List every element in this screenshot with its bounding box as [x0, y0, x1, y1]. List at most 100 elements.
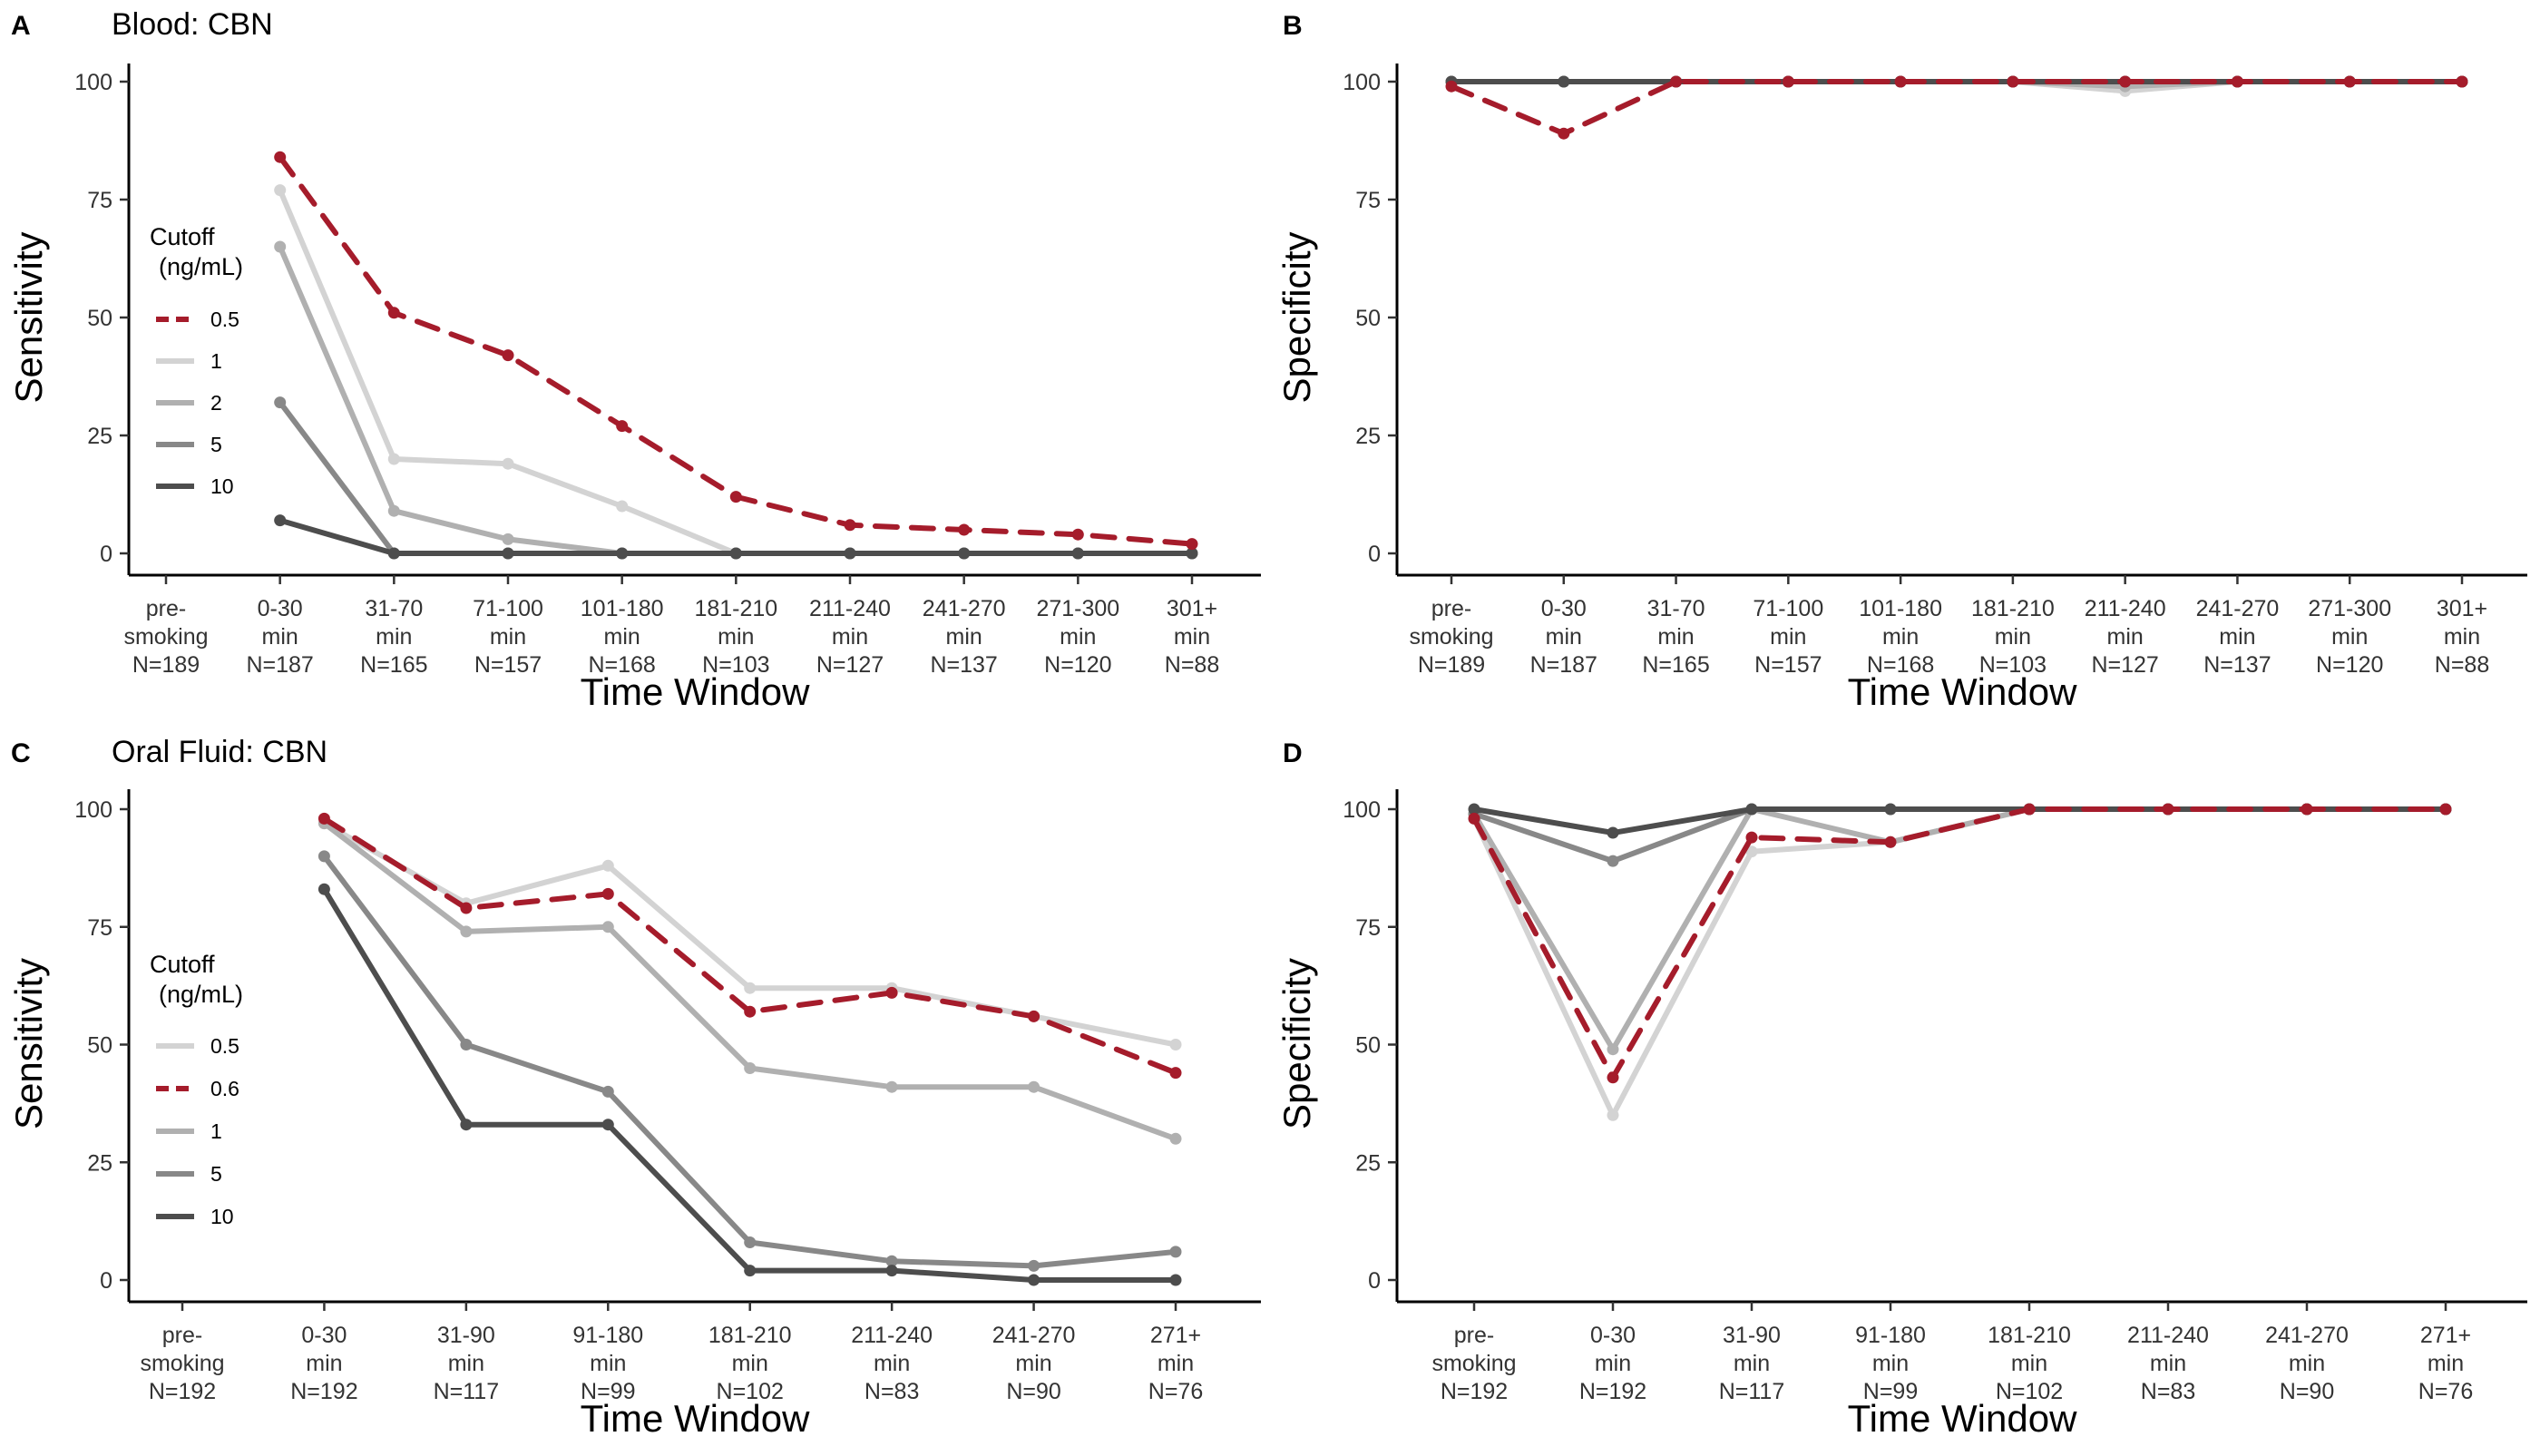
data-point	[274, 184, 287, 197]
y-tick-label: 25	[1355, 424, 1381, 449]
x-tick-label: N=83	[865, 1379, 919, 1404]
data-point	[460, 925, 473, 938]
y-tick-label: 100	[1343, 797, 1381, 823]
data-point	[387, 307, 400, 319]
data-point	[2119, 75, 2132, 88]
data-point	[1445, 80, 1458, 93]
x-tick-label: N=137	[930, 652, 997, 678]
y-tick-label: 0	[100, 1268, 112, 1294]
x-tick-label: min	[1546, 624, 1582, 650]
x-tick-label: smoking	[1431, 1351, 1516, 1376]
data-point	[1607, 1071, 1619, 1084]
panel-title: Blood: CBN	[112, 7, 273, 42]
panel-letter: D	[1283, 738, 1303, 768]
data-point	[844, 519, 856, 532]
data-point	[1071, 528, 1084, 541]
data-point	[1468, 803, 1480, 816]
x-tick-label: N=192	[290, 1379, 357, 1404]
y-tick-label: 75	[1355, 188, 1381, 213]
x-tick-label: min	[590, 1351, 626, 1376]
x-tick-label: min	[1595, 1351, 1631, 1376]
data-point	[885, 986, 898, 999]
panel-letter: B	[1283, 11, 1303, 41]
x-tick-label: N=90	[2280, 1379, 2334, 1404]
x-tick-label: 301+	[2437, 596, 2487, 621]
x-tick-label: N=88	[1165, 652, 1219, 678]
x-tick-label: N=189	[1418, 652, 1485, 678]
y-axis-title: Sensitivity	[7, 231, 50, 403]
panel-d: D 0 25 50 75 100 pre-smoking N=192 0-30 min N=192 3…	[1275, 738, 2527, 1440]
data-point	[844, 547, 856, 560]
data-point	[1071, 547, 1084, 560]
x-axis-title: Time Window	[1848, 670, 2077, 713]
x-tick-label: min	[2107, 624, 2144, 650]
x-tick-label: 271+	[2420, 1323, 2471, 1348]
data-point	[729, 491, 742, 503]
x-tick-label: 101-180	[1859, 596, 1942, 621]
data-point	[885, 1080, 898, 1093]
data-point	[2162, 803, 2174, 816]
x-tick-label: min	[946, 624, 982, 650]
x-tick-label: N=127	[2091, 652, 2158, 678]
legend: Cutoff (ng/mL) 0.5 0.6 1 5 10	[150, 951, 243, 1228]
data-point	[1745, 845, 1758, 858]
x-tick-label: 241-270	[2265, 1323, 2349, 1348]
x-tick-label: 271-300	[1036, 596, 1119, 621]
x-tick-label: N=120	[2316, 652, 2383, 678]
data-point	[616, 547, 629, 560]
y-tick-label: 50	[1355, 1033, 1381, 1059]
x-tick-label: 181-210	[1971, 596, 2055, 621]
legend: Cutoff (ng/mL) 0.5 1 2 5 10	[150, 223, 243, 498]
x-tick-label: N=192	[149, 1379, 216, 1404]
data-point	[1607, 826, 1619, 839]
x-tick-label: 0-30	[1590, 1323, 1636, 1348]
y-axis-title: Sensitivity	[7, 958, 50, 1129]
series-1	[1468, 803, 2452, 1056]
data-point	[744, 1062, 757, 1074]
data-point	[1558, 127, 1570, 140]
x-tick-label: N=102	[717, 1379, 784, 1404]
legend-label: 10	[210, 474, 234, 498]
series-0_6	[318, 812, 1182, 1080]
x-tick-label: 211-240	[809, 596, 891, 621]
x-tick-label: min	[1882, 624, 1919, 650]
data-point	[502, 533, 514, 545]
data-point	[1884, 803, 1897, 816]
x-tick-label: min	[2011, 1351, 2047, 1376]
x-tick-label: N=102	[1996, 1379, 2063, 1404]
data-point	[1028, 1259, 1040, 1272]
x-axis-title: Time Window	[1848, 1397, 2077, 1440]
y-axis-title: Specificity	[1275, 231, 1318, 403]
x-tick-label: min	[2428, 1351, 2464, 1376]
panel-c: C Oral Fluid: CBN 0 25 50 75 100 pre-smoking N=1…	[7, 735, 1261, 1440]
x-tick-label: min	[262, 624, 298, 650]
data-point	[1607, 1043, 1619, 1056]
y-tick-label: 50	[87, 306, 112, 331]
x-axis-title: Time Window	[581, 1397, 810, 1440]
x-tick-label: 31-90	[1723, 1323, 1781, 1348]
data-point	[744, 1265, 757, 1277]
x-tick-label: N=157	[1754, 652, 1822, 678]
y-tick-label: 0	[100, 542, 112, 567]
data-point	[601, 887, 614, 900]
x-tick-label: min	[2289, 1351, 2325, 1376]
x-tick-label: min	[376, 624, 412, 650]
x-tick-label: N=90	[1006, 1379, 1060, 1404]
x-tick-label: 101-180	[581, 596, 664, 621]
data-point	[958, 523, 971, 536]
x-axis-title: Time Window	[581, 670, 810, 713]
x-tick-label: N=99	[1863, 1379, 1918, 1404]
data-point	[2023, 803, 2036, 816]
x-tick-label: 181-210	[708, 1323, 792, 1348]
x-tick-label: N=187	[1530, 652, 1597, 678]
data-point	[601, 921, 614, 933]
series-line	[1471, 806, 2448, 865]
x-tick-label: smoking	[1409, 624, 1493, 650]
series-10	[318, 883, 1182, 1286]
x-tick-label: min	[1158, 1351, 1194, 1376]
series-5	[318, 850, 1182, 1272]
data-point	[1169, 1132, 1182, 1145]
data-point	[616, 420, 629, 433]
data-point	[1894, 75, 1907, 88]
x-tick-label: N=192	[1579, 1379, 1646, 1404]
